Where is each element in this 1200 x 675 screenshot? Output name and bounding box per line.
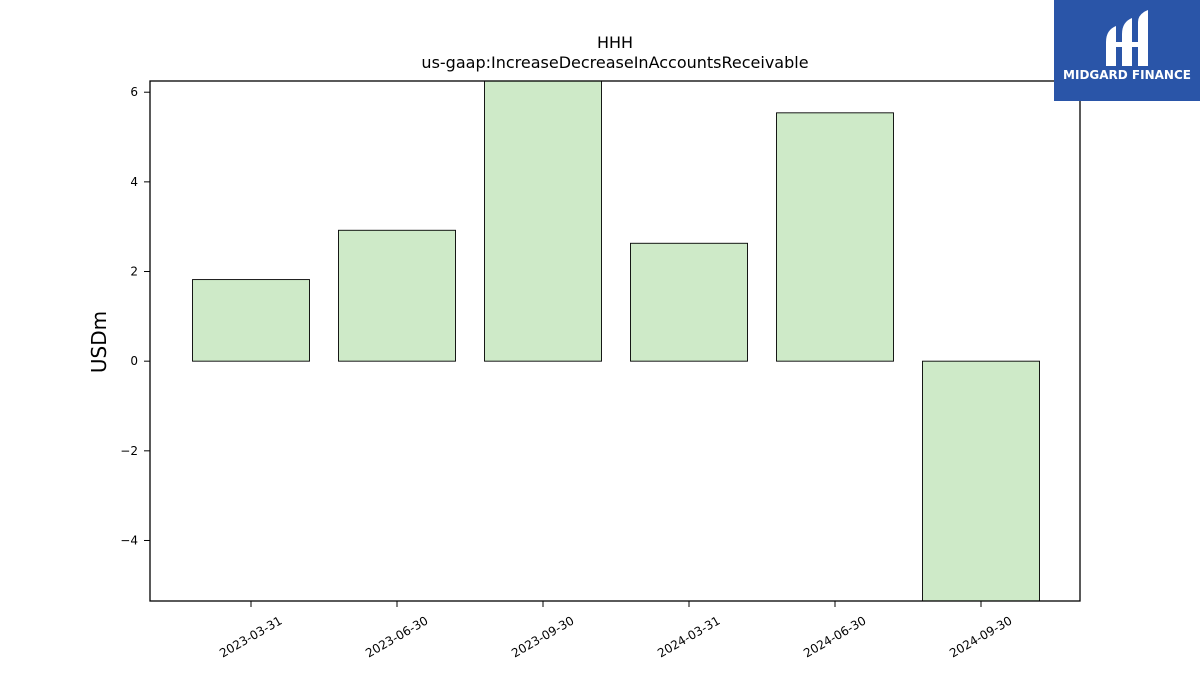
x-tick-label: 2023-06-30 — [363, 613, 430, 660]
y-tick-label: 2 — [130, 265, 138, 279]
x-tick-label: 2024-06-30 — [801, 613, 868, 660]
midgard-finance-logo: MIDGARD FINANCE — [1054, 0, 1200, 101]
y-tick-label: −4 — [120, 533, 138, 547]
bar-2024-03-31 — [630, 242, 748, 362]
y-tick-label: 0 — [130, 354, 138, 368]
bar-2023-09-30 — [484, 80, 602, 362]
y-tick-label: 4 — [130, 175, 138, 189]
bars-group — [192, 80, 1040, 602]
bar-2023-03-31 — [192, 279, 310, 362]
x-tick-label: 2023-03-31 — [217, 613, 284, 660]
x-tick-label: 2023-09-30 — [509, 613, 576, 660]
logo-text: MIDGARD FINANCE — [1063, 68, 1191, 82]
y-tick-label: −2 — [120, 444, 138, 458]
plot-frame — [149, 80, 1081, 602]
x-tick-label: 2024-09-30 — [947, 613, 1014, 660]
chart-title: HHH — [597, 33, 633, 52]
bar-2024-06-30 — [776, 112, 894, 362]
bar-2024-09-30 — [922, 360, 1040, 602]
chart-subtitle: us-gaap:IncreaseDecreaseInAccountsReceiv… — [421, 53, 808, 72]
y-axis-label: USDm — [87, 311, 111, 373]
y-axis: −4 −2 0 2 4 6 — [120, 85, 150, 547]
bar-2023-06-30 — [338, 229, 456, 362]
x-tick-label: 2024-03-31 — [655, 613, 722, 660]
midgard-logo-icon — [1106, 10, 1148, 66]
y-tick-label: 6 — [130, 85, 138, 99]
x-axis: 2023-03-31 2023-06-30 2023-09-30 2024-03-31… — [217, 601, 1015, 660]
